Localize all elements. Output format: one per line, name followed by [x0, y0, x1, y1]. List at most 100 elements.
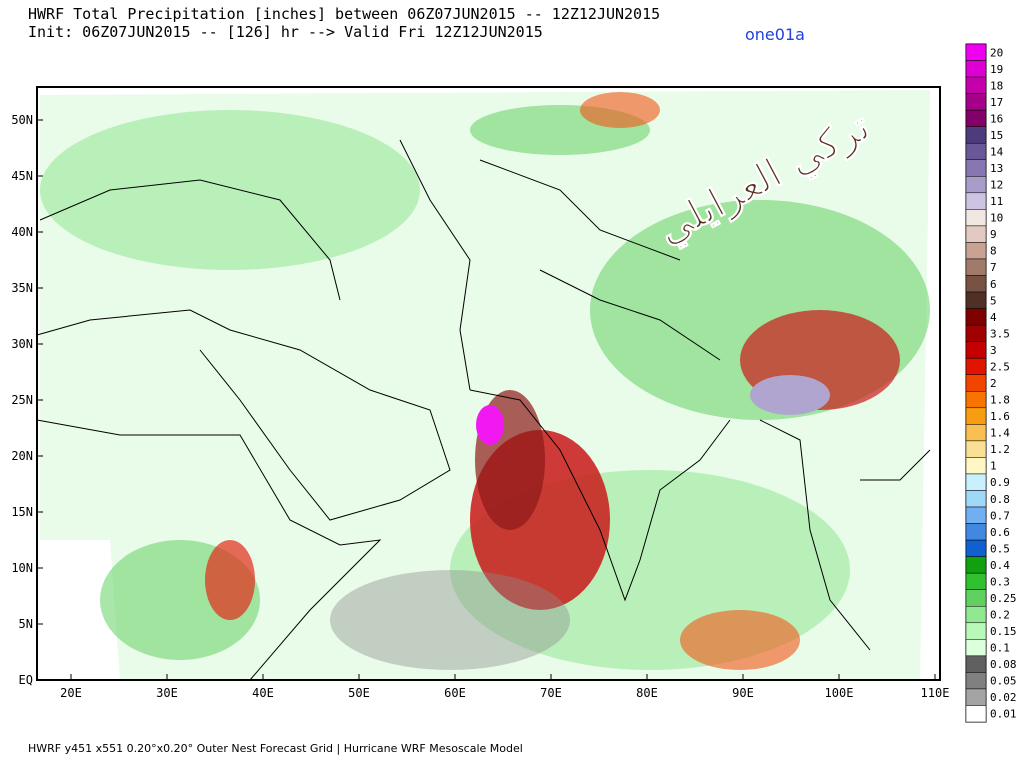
map-area: تركي العرايلي: [36, 86, 941, 681]
colorbar-label: 0.3: [990, 575, 1010, 588]
colorbar-swatch: [965, 275, 987, 293]
lon-label: 80E: [636, 686, 658, 700]
title-line: Init: 06Z07JUN2015 -- [126] hr --> Valid…: [28, 23, 543, 41]
colorbar-label: 8: [990, 245, 997, 258]
lat-label: 40N: [11, 225, 33, 239]
colorbar-label: 3.5: [990, 327, 1010, 340]
colorbar-swatch: [965, 672, 987, 690]
colorbar-swatch: [965, 341, 987, 359]
colorbar-label: 0.01: [990, 708, 1017, 721]
lon-label: 60E: [444, 686, 466, 700]
lat-label: 20N: [11, 449, 33, 463]
colorbar-label: 1.8: [990, 394, 1010, 407]
colorbar-label: 0.08: [990, 658, 1017, 671]
colorbar-swatch: [965, 93, 987, 111]
colorbar-swatch: [965, 225, 987, 243]
colorbar-swatch: [965, 407, 987, 425]
colorbar-swatch: [965, 126, 987, 144]
colorbar-label: 4: [990, 311, 997, 324]
colorbar-swatch: [965, 440, 987, 458]
colorbar-swatch: [965, 605, 987, 624]
lon-label: 110E: [921, 686, 950, 700]
lat-label: 30N: [11, 337, 33, 351]
colorbar-label: 1.2: [990, 443, 1010, 456]
colorbar-label: 1: [990, 460, 997, 473]
colorbar-label: 5: [990, 294, 997, 307]
colorbar-swatch: [965, 539, 987, 557]
lat-label: 10N: [11, 561, 33, 575]
colorbar-label: 0.1: [990, 642, 1010, 655]
colorbar-swatch: [965, 76, 987, 94]
lat-label: 50N: [11, 113, 33, 127]
colorbar-label: 13: [990, 162, 1003, 175]
colorbar-label: 10: [990, 212, 1003, 225]
colorbar-swatch: [965, 258, 987, 276]
footer: HWRF y451 x551 0.20°x0.20° Outer Nest Fo…: [28, 742, 523, 755]
colorbar-swatch: [965, 424, 987, 442]
lon-label: 30E: [156, 686, 178, 700]
colorbar-swatch: [965, 159, 987, 177]
colorbar-swatch: [965, 688, 987, 706]
title-line: HWRF Total Precipitation [inches] betwee…: [28, 5, 660, 23]
lon-label: 100E: [825, 686, 854, 700]
colorbar-swatch: [965, 308, 987, 326]
colorbar-label: 1.4: [990, 427, 1010, 440]
colorbar-label: 16: [990, 112, 1003, 125]
colorbar-swatch: [965, 391, 987, 409]
lat-label: 45N: [11, 169, 33, 183]
colorbar-label: 0.4: [990, 559, 1010, 572]
colorbar-label: 12: [990, 179, 1003, 192]
map-frame: [36, 86, 941, 681]
run-tag: one01a: [745, 25, 805, 44]
colorbar-swatch: [965, 523, 987, 541]
colorbar-swatch: [965, 109, 987, 127]
colorbar-label: 3: [990, 344, 997, 357]
lat-label: 35N: [11, 281, 33, 295]
colorbar-swatch: [965, 705, 987, 723]
colorbar-swatch: [965, 291, 987, 309]
colorbar-swatch: [965, 473, 987, 491]
colorbar-label: 0.15: [990, 625, 1017, 638]
colorbar-label: 0.9: [990, 476, 1010, 489]
lon-label: 90E: [732, 686, 754, 700]
lat-label: 25N: [11, 393, 33, 407]
lon-label: 70E: [540, 686, 562, 700]
colorbar-label: 20: [990, 46, 1003, 59]
colorbar-swatch: [965, 43, 987, 61]
colorbar-swatch: [965, 589, 987, 607]
colorbar-label: 0.6: [990, 526, 1010, 539]
colorbar-label: 7: [990, 261, 997, 274]
colorbar-label: 18: [990, 79, 1003, 92]
colorbar-label: 0.2: [990, 609, 1010, 622]
colorbar-swatch: [965, 176, 987, 194]
colorbar-label: 1.6: [990, 410, 1010, 423]
colorbar-label: 2.5: [990, 360, 1010, 373]
colorbar-swatch: [965, 60, 987, 78]
colorbar-swatch: [965, 457, 987, 475]
colorbar-label: 14: [990, 145, 1004, 158]
colorbar-swatch: [965, 655, 987, 673]
coastlines: [36, 139, 931, 681]
colorbar-swatch: [965, 506, 987, 524]
colorbar-swatch: [965, 324, 987, 342]
colorbar-swatch: [965, 374, 987, 392]
colorbar-label: 0.05: [990, 675, 1017, 688]
lon-label: 20E: [60, 686, 82, 700]
colorbar-swatch: [965, 622, 987, 640]
colorbar-swatch: [965, 192, 987, 210]
lon-label: 50E: [348, 686, 370, 700]
colorbar-swatch: [965, 142, 987, 161]
colorbar-label: 15: [990, 129, 1003, 142]
lat-label: 15N: [11, 505, 33, 519]
colorbar-label: 6: [990, 278, 997, 291]
lon-label: 40E: [252, 686, 274, 700]
colorbar-swatch: [965, 357, 987, 375]
colorbar-label: 17: [990, 96, 1003, 109]
colorbar-swatch: [965, 556, 987, 574]
colorbar-label: 9: [990, 228, 997, 241]
colorbar-label: 0.02: [990, 691, 1017, 704]
colorbar-swatch: [965, 639, 987, 657]
colorbar-swatch: [965, 242, 987, 260]
